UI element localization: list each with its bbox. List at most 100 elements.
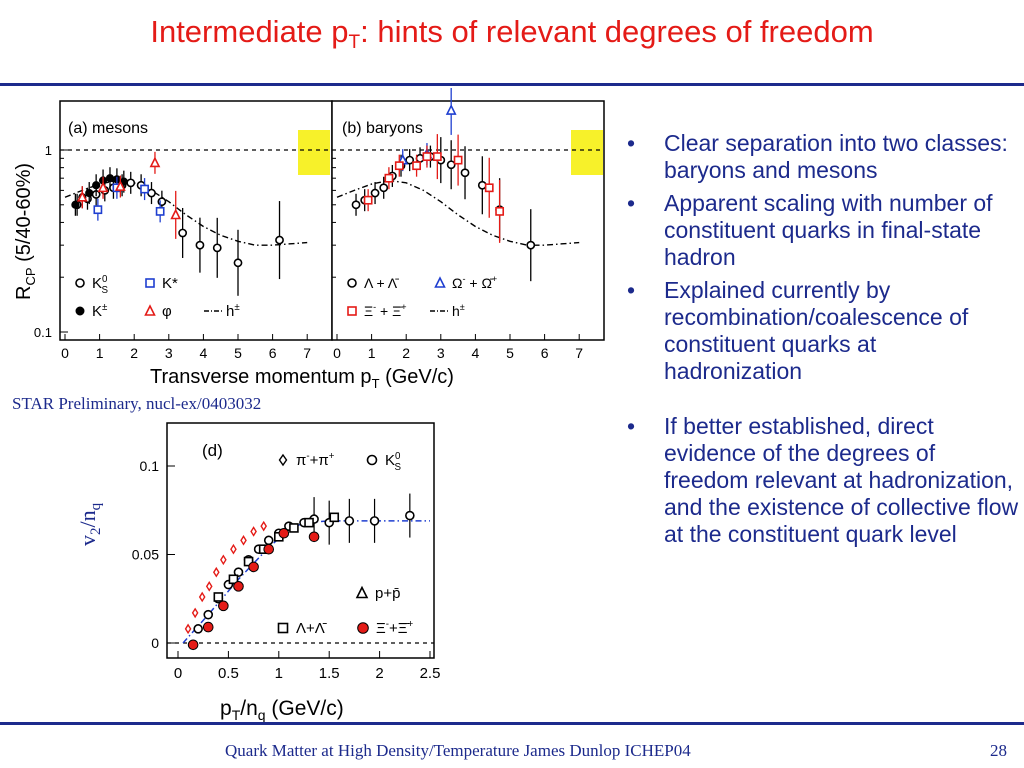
data-point [422,152,432,161]
x-tick-label: 6 [541,345,549,361]
legend-label: Ω- + Ω̄+ [452,274,497,291]
data-point [344,516,355,526]
data-point [149,156,161,168]
x-tick-label: 1 [275,665,283,682]
panel-d-label: (d) [202,441,223,460]
data-point [184,623,192,635]
bullet-item: • Explained currently by recombination/co… [614,277,1019,385]
legend-label: Λ+Λ̄ [296,620,327,637]
bullet-text: If better established, direct evidence o… [664,413,1019,547]
figure-caption: STAR Preliminary, nucl-ex/0403032 [12,394,262,413]
data-point [369,516,380,526]
bullet-marker: • [627,413,636,439]
data-point [275,235,284,245]
legend-marker [144,304,156,316]
data-point [263,543,275,555]
data-point [240,535,247,546]
data-point [198,591,206,603]
bullet-text: Clear separation into two classes: baryo… [664,130,1008,183]
data-point [71,200,80,209]
panel-b-legend: Λ + Λ̄ Ω- + Ω̄+ Ξ- + Ξ̄+ h± [347,274,497,319]
x-tick-label: 2 [130,345,138,361]
x-tick-label: 7 [575,345,583,361]
data-point [114,180,126,191]
x-tick-label: 1 [96,345,104,361]
x-tick-label: 2 [375,665,383,682]
legend-marker [347,278,357,288]
data-point [250,526,257,537]
legend-marker [347,306,357,316]
legend-marker [366,454,378,466]
legend-marker [278,453,288,467]
data-point [233,258,243,268]
legend-marker [355,585,369,599]
legend-label: p+p̄ [375,585,400,602]
data-point [526,240,536,250]
data-point [233,581,244,592]
bullet-item: • Clear separation into two classes: bary… [614,130,1019,184]
panel-a-frame [59,100,333,341]
legend-marker [357,622,369,634]
data-point [191,607,199,619]
data-point [228,574,239,585]
panel-b-plot: 0 1 2 3 4 5 6 7 [332,88,604,361]
data-point [432,152,442,161]
data-point [351,200,361,210]
x-tick-label: 3 [165,345,173,361]
title-main: Intermediate p [150,14,349,49]
panel-b-yellow-band [571,130,603,175]
data-point [329,512,340,523]
data-point [394,161,404,171]
panel-b-label: (b) baryons [342,120,423,137]
legend-label: K* [162,275,178,292]
data-point [212,566,220,578]
data-point [178,228,188,238]
data-point [155,206,165,216]
slide-title: Intermediate pT: hints of relevant degre… [0,14,1024,54]
x-tick-label: 1.5 [319,665,340,682]
y-tick-label: 1 [45,143,52,158]
data-point [484,183,494,193]
data-point [460,168,470,178]
bullet-marker: • [627,130,636,156]
panel-a-label: (a) mesons [68,120,148,137]
data-point [157,197,167,207]
panel-a-plot: 0 1 2 3 4 5 6 7 1 0.1 [34,143,332,361]
data-point [263,535,274,546]
data-point [260,520,268,532]
x-tick-label: 2.5 [420,665,441,682]
x-tick-label: 4 [472,345,480,361]
data-point [495,206,505,216]
data-point [193,624,203,634]
data-point [248,561,259,573]
data-point [278,527,290,539]
data-point [220,554,227,566]
title-rest: : hints of relevant degrees of freedom [360,14,874,49]
legend-label: h± [452,302,465,319]
y-tick-label: 0.1 [34,325,52,340]
x-tick-label: 5 [506,345,514,361]
panel-d-legend: π-+π+ K0 S p+p̄ Λ+Λ̄ Ξ-+Ξ̄+ [277,451,414,637]
data-point [92,181,101,190]
y-tick-label: 0.05 [132,547,159,563]
x-tick-label: 0 [333,345,341,361]
x-tick-label: 5 [234,345,242,361]
x-tick-label: 1 [368,345,376,361]
slide-footer: Quark Matter at High Density/Temperature… [225,741,691,760]
panel-a-legend: K0 S K* K± φ h± [75,274,240,320]
bullet-list: • Clear separation into two classes: bary… [614,130,1019,554]
data-point [140,184,149,194]
panel-b-frame [331,100,605,341]
data-point [93,205,103,215]
legend-label: Λ + Λ̄ [364,275,399,291]
data-point [405,510,415,521]
x-tick-label: 2 [402,345,410,361]
data-point [308,531,320,543]
x-tick-label: 0 [174,665,182,682]
y-tick-label: 0.1 [140,458,160,474]
data-point [203,609,214,620]
legend-marker [434,276,446,288]
data-point [105,174,115,183]
legend-label: K± [92,302,108,320]
data-point [370,188,380,198]
